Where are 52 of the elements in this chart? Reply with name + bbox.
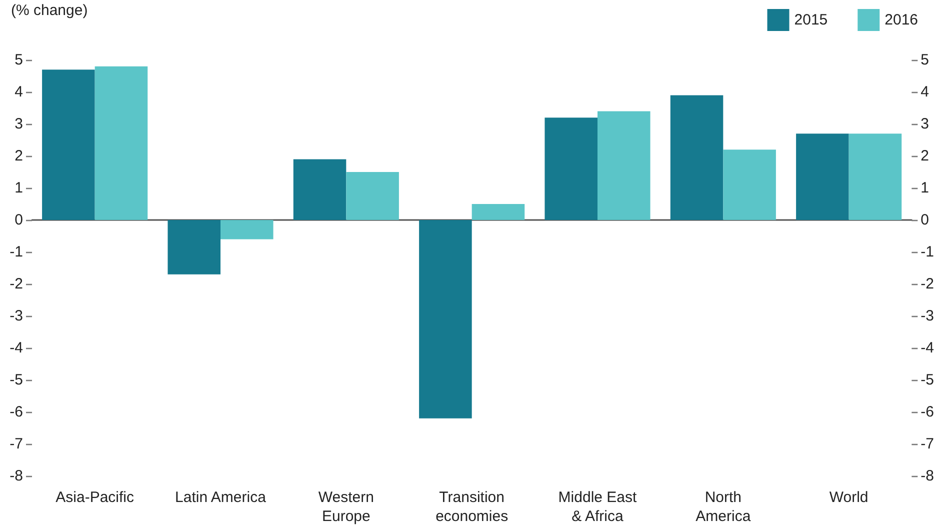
y-tick-label: 0 — [14, 212, 23, 228]
x-tick-label: Middle East & Africa — [558, 489, 638, 525]
y2-tick-label: 1 — [920, 180, 930, 196]
y-tick-label: 3 — [14, 116, 23, 132]
y-tick-label: -1 — [10, 244, 23, 260]
y2-tick-label: -5 — [920, 372, 934, 388]
y-tick-label: -7 — [10, 436, 23, 452]
legend-label: 2016 — [884, 12, 918, 28]
y-axis-title: (% change) — [11, 2, 88, 19]
bar — [293, 159, 346, 220]
y-tick-label: -2 — [10, 276, 23, 292]
bar — [796, 134, 849, 220]
bar — [220, 220, 274, 240]
y2-tick-label: -2 — [920, 276, 934, 292]
y2-tick-label: -1 — [920, 244, 934, 260]
y-tick-label: -6 — [10, 404, 23, 420]
y2-tick-label: 2 — [920, 148, 930, 164]
x-tick-label: Asia-Pacific — [56, 489, 135, 506]
y-tick-label: 5 — [14, 52, 23, 68]
bar — [723, 150, 776, 220]
y2-tick-label: 5 — [920, 52, 930, 68]
y2-tick-label: 0 — [920, 212, 930, 228]
bar — [597, 111, 650, 220]
bar — [419, 220, 472, 418]
y2-tick-label: 4 — [920, 84, 930, 100]
bar — [346, 172, 399, 220]
bar — [42, 70, 95, 220]
y-tick-label: -5 — [10, 372, 23, 388]
y-tick-label: -8 — [10, 468, 23, 484]
bar — [670, 95, 724, 220]
y2-tick-label: -4 — [920, 340, 934, 356]
y2-tick-label: -3 — [920, 308, 934, 324]
y-tick-label: -3 — [10, 308, 23, 324]
bar — [472, 204, 525, 220]
y-tick-label: 2 — [14, 148, 23, 164]
legend-label: 2015 — [794, 12, 828, 28]
y-tick-label: -4 — [10, 340, 23, 356]
y-tick-label: 1 — [14, 180, 23, 196]
y-tick-label: 4 — [14, 84, 23, 100]
y2-tick-label: 3 — [920, 116, 930, 132]
x-tick-label: North America — [696, 489, 752, 525]
bar — [848, 134, 902, 220]
x-tick-label: Latin America — [175, 489, 267, 506]
y2-tick-label: -6 — [920, 404, 934, 420]
x-tick-label: Transition economies — [436, 489, 508, 525]
x-tick-label: World — [829, 489, 868, 506]
bar — [168, 220, 220, 274]
bar — [94, 66, 148, 220]
y2-tick-label: -7 — [920, 436, 934, 452]
x-tick-label: Western Europe — [318, 489, 374, 525]
bar — [544, 118, 598, 220]
y2-tick-label: -8 — [920, 468, 934, 484]
